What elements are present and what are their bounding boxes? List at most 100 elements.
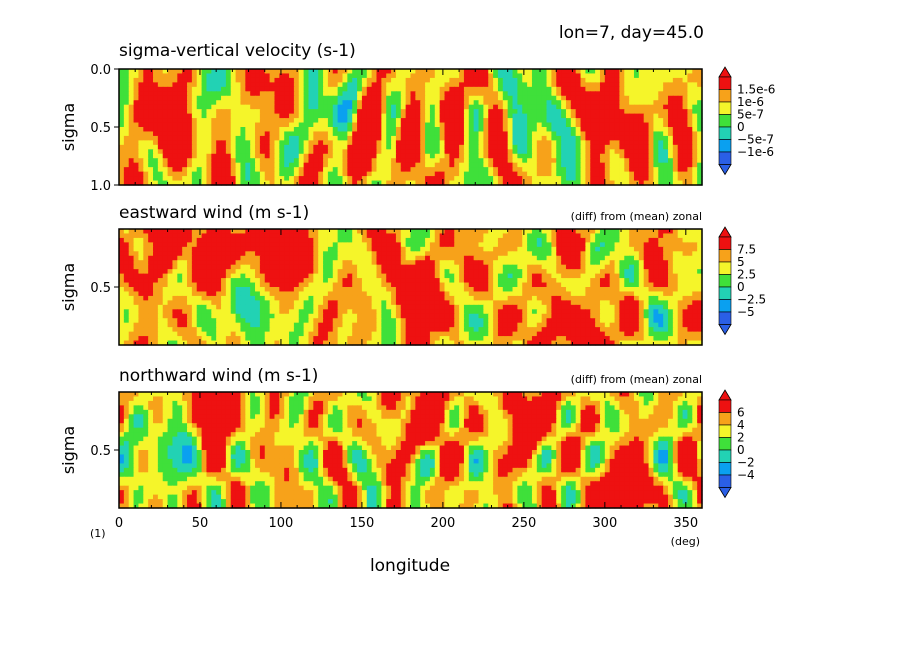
contour-cell — [196, 131, 203, 137]
contour-cell — [507, 95, 514, 101]
contour-cell — [269, 273, 276, 279]
contour-cell — [327, 73, 334, 79]
contour-cell — [531, 237, 538, 243]
contour-cell — [303, 86, 310, 92]
contour-cell — [133, 260, 140, 266]
contour-cell — [395, 233, 402, 239]
contour-cell — [201, 158, 208, 164]
contour-cell — [667, 273, 674, 279]
contour-cell — [148, 233, 154, 239]
contour-cell — [415, 77, 421, 83]
contour-cell — [347, 109, 353, 115]
contour-cell — [128, 251, 135, 257]
colorbar-segment — [718, 101, 732, 115]
contour-cell — [298, 287, 305, 293]
contour-cell — [289, 237, 295, 243]
contour-cell — [323, 242, 329, 248]
contour-cell — [357, 233, 363, 239]
contour-cell — [298, 149, 305, 155]
contour-cell — [609, 153, 616, 159]
contour-cell — [682, 149, 689, 155]
contour-cell — [473, 122, 480, 128]
contour-cell — [624, 171, 630, 177]
contour-cell — [420, 260, 426, 266]
contour-cell — [565, 82, 572, 88]
contour-cell — [308, 144, 314, 150]
contour-cell — [177, 140, 183, 146]
contour-cell — [323, 255, 329, 261]
contour-cell — [167, 153, 174, 159]
contour-cell — [313, 149, 319, 155]
contour-cell — [629, 77, 635, 83]
contour-cell — [614, 255, 621, 261]
contour-cell — [575, 180, 582, 186]
contour-cell — [274, 69, 280, 75]
contour-cell — [400, 255, 407, 261]
contour-cell — [376, 282, 382, 288]
contour-cell — [517, 282, 523, 288]
contour-cell — [298, 127, 305, 133]
contour-cell — [148, 122, 154, 128]
contour-cell — [177, 291, 183, 297]
contour-cell — [381, 69, 387, 75]
contour-cell — [187, 77, 193, 83]
contour-cell — [629, 122, 635, 128]
contour-cell — [128, 278, 135, 284]
contour-cell — [157, 269, 164, 275]
contour-cell — [279, 260, 285, 266]
contour-cell — [502, 171, 509, 177]
contour-cell — [381, 95, 387, 101]
contour-cell — [522, 131, 528, 137]
contour-cell — [638, 109, 645, 115]
contour-cell — [357, 180, 363, 186]
contour-cell — [468, 82, 475, 88]
contour-cell — [410, 109, 416, 115]
contour-cell — [216, 109, 222, 115]
contour-cell — [483, 269, 489, 275]
contour-cell — [585, 269, 591, 275]
contour-cell — [153, 158, 159, 164]
contour-cell — [342, 153, 348, 159]
contour-cell — [318, 127, 324, 133]
contour-cell — [459, 109, 465, 115]
contour-cell — [303, 127, 310, 133]
contour-cell — [590, 77, 596, 83]
contour-cell — [327, 264, 334, 270]
contour-cell — [279, 131, 285, 137]
contour-cell — [303, 91, 310, 97]
contour-cell — [269, 237, 276, 243]
contour-cell — [527, 153, 533, 159]
contour-cell — [429, 282, 436, 288]
contour-cell — [687, 113, 693, 119]
contour-cell — [624, 246, 630, 252]
contour-cell — [240, 149, 246, 155]
contour-cell — [434, 176, 441, 182]
contour-cell — [303, 104, 310, 110]
contour-cell — [269, 135, 276, 141]
contour-cell — [502, 278, 509, 284]
contour-cell — [366, 109, 373, 115]
contour-cell — [551, 167, 557, 173]
contour-cell — [507, 122, 514, 128]
contour-cell — [279, 104, 285, 110]
contour-cell — [541, 131, 548, 137]
contour-cell — [483, 135, 489, 141]
contour-cell — [318, 246, 324, 252]
contour-cell — [551, 135, 557, 141]
contour-cell — [517, 95, 523, 101]
contour-cell — [434, 153, 441, 159]
contour-cell — [177, 180, 183, 186]
contour-cell — [570, 251, 577, 257]
contour-cell — [478, 237, 484, 243]
contour-cell — [128, 269, 135, 275]
contour-cell — [376, 246, 382, 252]
contour-cell — [570, 162, 577, 168]
contour-cell — [250, 91, 256, 97]
contour-cell — [624, 273, 630, 279]
contour-cell — [488, 237, 494, 243]
contour-cell — [663, 162, 669, 168]
contour-cell — [444, 69, 450, 75]
contour-cell — [425, 282, 431, 288]
contour-cell — [497, 77, 504, 83]
contour-cell — [614, 113, 621, 119]
